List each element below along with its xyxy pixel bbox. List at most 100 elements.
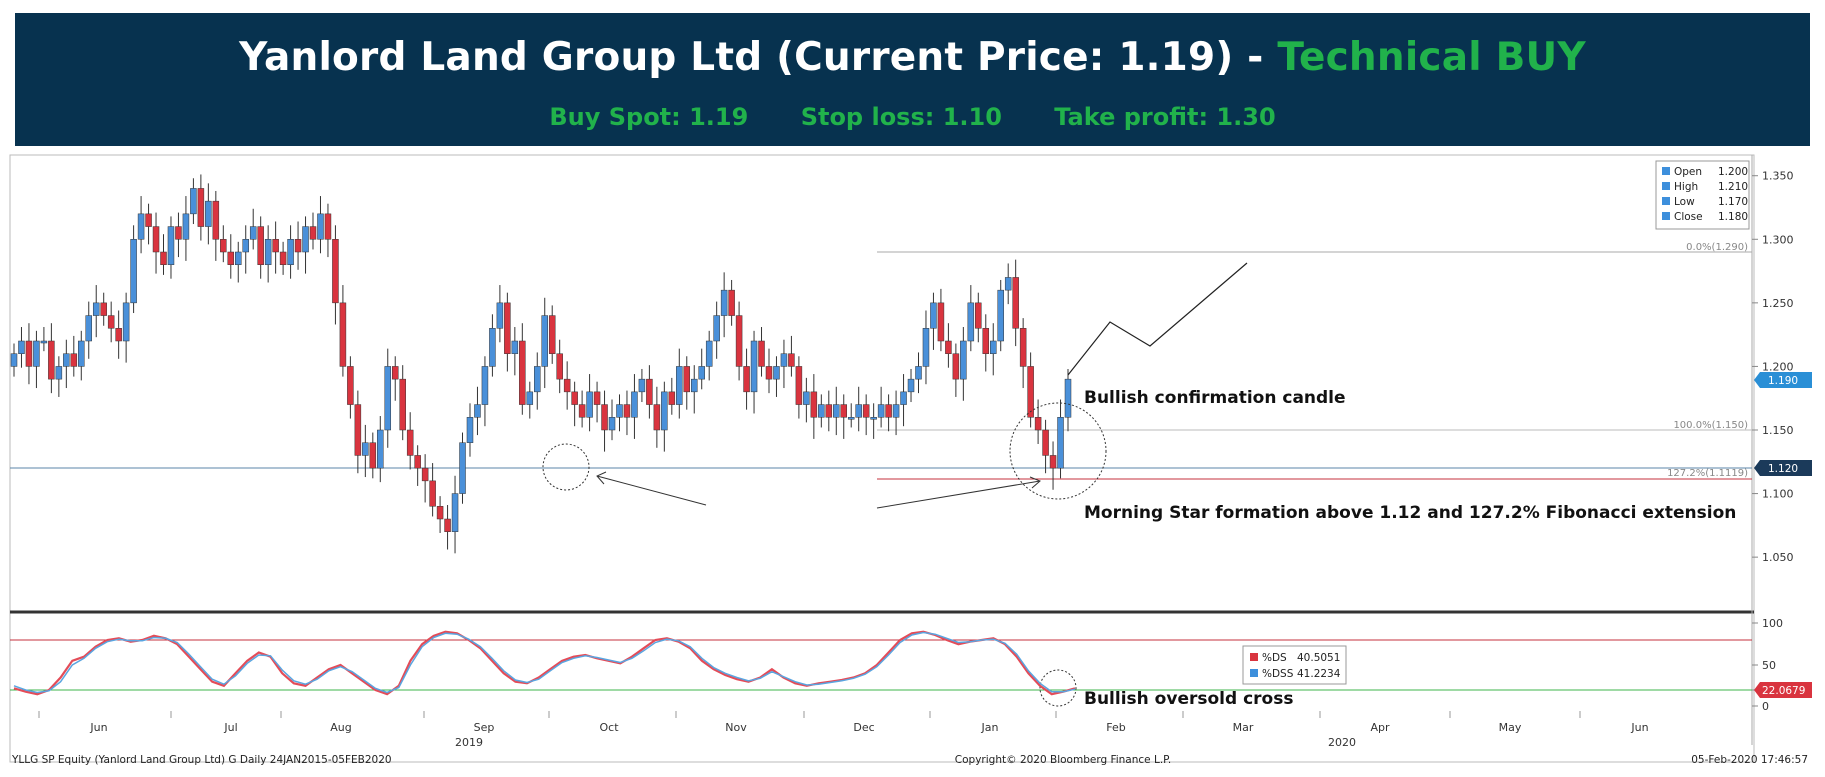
candle-body — [780, 353, 788, 367]
ds-legend-value: 40.5051 — [1297, 652, 1340, 664]
candle-body — [444, 518, 451, 532]
month-label: Nov — [725, 721, 747, 734]
candle-body — [190, 188, 197, 215]
candle-body — [616, 404, 623, 418]
candle-body — [1004, 277, 1012, 291]
title-main: Yanlord Land Group Ltd (Current Price: 1… — [239, 35, 1278, 80]
candle-body — [698, 366, 705, 380]
morning-star-label: Morning Star formation above 1.12 and 12… — [1084, 503, 1736, 523]
month-label: Aug — [330, 721, 351, 734]
candle-body — [661, 391, 668, 431]
candle-body — [459, 442, 466, 494]
candle-body — [399, 378, 406, 431]
candle-body — [48, 340, 55, 380]
circle-oversold — [1039, 669, 1077, 707]
candle-body — [623, 404, 631, 418]
candle-body — [302, 226, 309, 253]
title-signal: Technical BUY — [1277, 35, 1586, 80]
candle-body — [122, 302, 130, 342]
candle-body — [92, 302, 100, 316]
candle-body — [309, 226, 317, 240]
candle-body — [750, 340, 758, 393]
candle-body — [10, 353, 18, 367]
candle-body — [989, 340, 997, 354]
candle-body — [100, 302, 107, 316]
candle-body — [915, 366, 922, 380]
candle-body — [317, 213, 324, 240]
footer-copyright: Copyright© 2020 Bloomberg Finance L.P. — [955, 754, 1171, 766]
candle-body — [220, 239, 227, 253]
bullish-confirmation-label: Bullish confirmation candle — [1084, 388, 1346, 408]
candle-body — [758, 340, 765, 367]
price-tick-label: 1.350 — [1762, 170, 1794, 183]
fib-127-label: 127.2%(1.1119) — [1667, 468, 1748, 479]
candle-body — [152, 226, 160, 253]
candle-body — [937, 302, 945, 342]
price-tick-label: 1.100 — [1762, 488, 1794, 501]
candle-body — [339, 302, 347, 367]
candle-body — [55, 366, 63, 380]
candle-body — [1064, 378, 1072, 418]
month-label: Oct — [599, 721, 619, 734]
candle-body — [511, 340, 519, 354]
candle-body — [137, 213, 145, 240]
ds-series-line — [13, 630, 1076, 696]
candle-body — [63, 353, 70, 367]
candle-body — [638, 378, 646, 393]
candle-body — [406, 429, 414, 456]
candle-body — [683, 366, 691, 393]
circle-morning-star — [1009, 402, 1107, 500]
candle-body — [332, 239, 339, 304]
stochastic-legend: %DS 40.5051 %DSS 41.2234 — [1242, 645, 1347, 685]
candle-body — [451, 493, 459, 532]
candle-body — [728, 289, 735, 316]
candle-body — [810, 391, 818, 418]
dss-legend-value: 41.2234 — [1297, 668, 1341, 680]
candle-body — [556, 353, 563, 380]
candle-body — [197, 188, 205, 227]
month-label: Dec — [853, 721, 874, 734]
candle-body — [504, 302, 511, 354]
candle-body — [930, 302, 937, 329]
support-badge: 1.120 — [1754, 460, 1812, 476]
candle-body — [608, 417, 616, 431]
candle-body — [773, 366, 780, 380]
dss-series-line — [13, 631, 1076, 694]
candle-body — [212, 200, 220, 240]
year-label: 2020 — [1328, 736, 1356, 749]
candle-body — [167, 226, 175, 265]
candle-body — [765, 366, 773, 380]
candle-body — [571, 391, 578, 405]
candle-body — [481, 366, 489, 405]
candle-body — [85, 315, 93, 342]
price-tick-label: 1.250 — [1762, 297, 1794, 310]
candle-body — [997, 289, 1004, 342]
candle-body — [369, 442, 377, 469]
candle-body — [70, 353, 78, 367]
candle-body — [264, 239, 272, 265]
candle-body — [235, 251, 242, 265]
candle-body — [1049, 455, 1057, 469]
page-title: Yanlord Land Group Ltd (Current Price: 1… — [15, 35, 1810, 80]
candle-body — [676, 366, 683, 405]
price-tick-label: 1.300 — [1762, 233, 1794, 246]
stochastic-badge-value: 22.0679 — [1762, 685, 1805, 697]
ohlc-label: Close — [1674, 211, 1703, 223]
candle-body — [519, 340, 526, 405]
candle-body — [877, 404, 885, 418]
oversold-cross-label: Bullish oversold cross — [1084, 689, 1293, 709]
candle-body — [242, 239, 249, 253]
candle-body — [25, 340, 33, 367]
current-price-badge: 1.190 — [1754, 372, 1812, 388]
candle-body — [855, 404, 862, 418]
candle-body — [795, 366, 803, 405]
candle-body — [182, 213, 190, 240]
candlestick-series — [10, 174, 1072, 554]
candle-body — [847, 417, 855, 420]
footer-security: YLLG SP Equity (Yanlord Land Group Ltd) … — [11, 754, 392, 766]
candle-body — [1012, 277, 1019, 329]
stop-loss: Stop loss: 1.10 — [800, 103, 1002, 131]
candle-body — [175, 226, 182, 240]
candle-body — [496, 302, 504, 329]
circle-sep-low — [542, 443, 590, 491]
